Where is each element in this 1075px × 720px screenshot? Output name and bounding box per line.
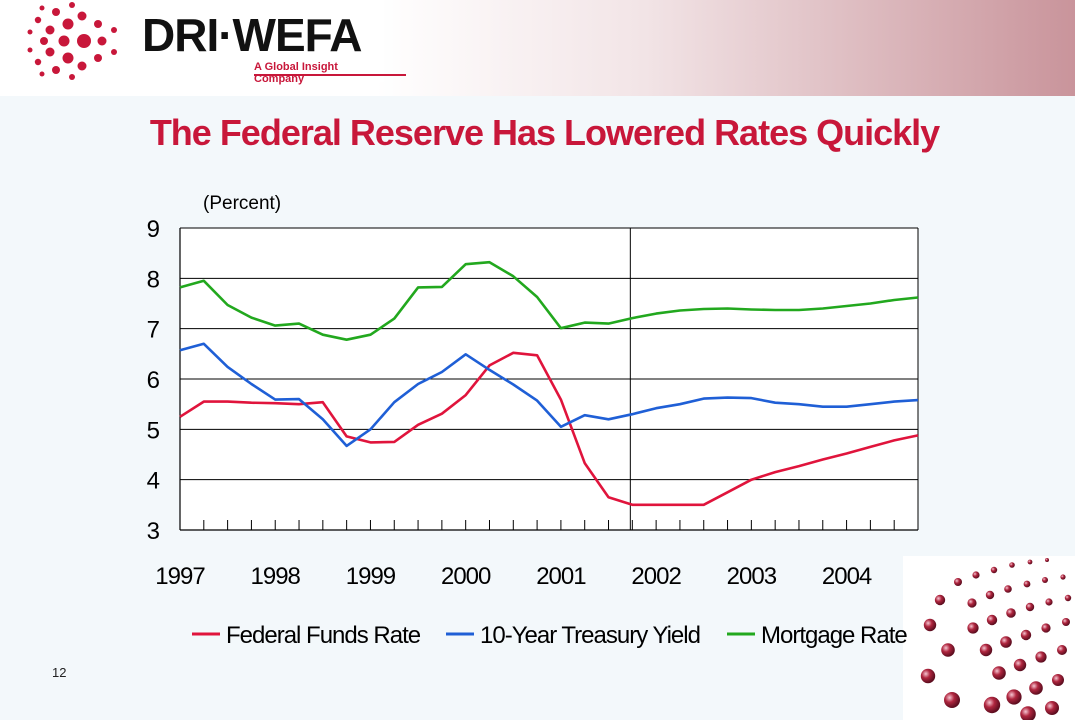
logo-text: DRI·WEFA (142, 9, 362, 61)
x-tick-label: 1998 (251, 563, 301, 590)
legend-label: Mortgage Rate (761, 622, 907, 649)
y-tick-label: 9 (147, 216, 160, 243)
decorative-sphere (985, 590, 995, 600)
decorative-sphere (967, 598, 977, 608)
y-tick-label: 6 (147, 367, 160, 394)
decorative-sphere (1020, 706, 1036, 720)
decorative-sphere (1045, 701, 1059, 715)
y-axis-unit-label: (Percent) (203, 193, 282, 214)
decorative-sphere (1006, 608, 1016, 618)
tick-labels: 3 4 5 6 7 8 9 1997 1998 1999 2000 2001 2002 2003 2004 (147, 216, 873, 590)
decorative-sphere (1009, 562, 1015, 568)
page-number: 12 (52, 665, 67, 680)
logo-tagline: A Global Insight Company (254, 61, 338, 85)
decorative-sphere (1060, 574, 1066, 580)
decorative-sphere (1064, 594, 1072, 602)
decoration-panel (903, 556, 1075, 720)
x-tick-label: 2004 (822, 563, 872, 590)
legend-label: 10-Year Treasury Yield (480, 622, 700, 649)
decorative-sphere (979, 643, 993, 657)
decorative-sphere (1004, 585, 1012, 593)
legend: Federal Funds Rate 10-Year Treasury Yield… (192, 622, 908, 649)
y-tick-label: 5 (147, 417, 160, 444)
axes (179, 228, 919, 531)
x-tick-label: 2003 (727, 563, 777, 590)
series-line-10-year-treasury-yield (179, 342, 919, 448)
decorative-sphere (1062, 618, 1070, 626)
y-tick-label: 4 (147, 468, 160, 495)
series-lines (179, 260, 919, 507)
decorative-sphere (986, 614, 998, 626)
y-tick-label: 8 (147, 266, 160, 293)
decorative-sphere (1042, 577, 1048, 583)
decorative-sphere (992, 666, 1006, 680)
decorative-sphere (1035, 651, 1047, 663)
decorative-sphere (983, 696, 1001, 714)
decorative-sphere (920, 668, 936, 684)
x-tick-label: 2000 (441, 563, 491, 590)
decorative-spheres (903, 556, 1075, 720)
decorative-sphere (1020, 629, 1032, 641)
decorative-sphere (954, 578, 962, 586)
page-title: The Federal Reserve Has Lowered Rates Qu… (149, 112, 940, 153)
logo-rule (254, 74, 406, 76)
x-tick-label: 2002 (631, 563, 681, 590)
decorative-sphere (1045, 598, 1053, 606)
decorative-sphere (934, 594, 946, 606)
decorative-sphere (972, 571, 980, 579)
decorative-sphere (1045, 558, 1049, 562)
decorative-sphere (1041, 623, 1051, 633)
x-tick-label: 2001 (536, 563, 586, 590)
decorative-sphere (990, 566, 998, 574)
logo-dots-icon (27, 2, 117, 80)
decorative-sphere (944, 692, 960, 708)
series-line-mortgage-rate (179, 260, 919, 342)
decorative-sphere (1000, 636, 1012, 648)
decorative-sphere (1025, 602, 1035, 612)
decorative-sphere (1013, 658, 1027, 672)
decorative-sphere (941, 643, 955, 657)
decorative-sphere (1006, 689, 1022, 705)
y-tick-label: 7 (147, 317, 160, 344)
decorative-sphere (1029, 681, 1043, 695)
logo: DRI·WEFA A Global Insight Company (22, 0, 406, 85)
x-tick-label: 1997 (155, 563, 205, 590)
decorative-sphere (1027, 559, 1033, 565)
decorative-sphere (1052, 674, 1064, 686)
decorative-sphere (923, 618, 937, 632)
decorative-sphere (1057, 645, 1067, 655)
legend-label: Federal Funds Rate (226, 622, 421, 649)
y-tick-label: 3 (147, 518, 160, 545)
x-tick-label: 1999 (346, 563, 396, 590)
decorative-sphere (1023, 580, 1031, 588)
decorative-sphere (967, 622, 979, 634)
